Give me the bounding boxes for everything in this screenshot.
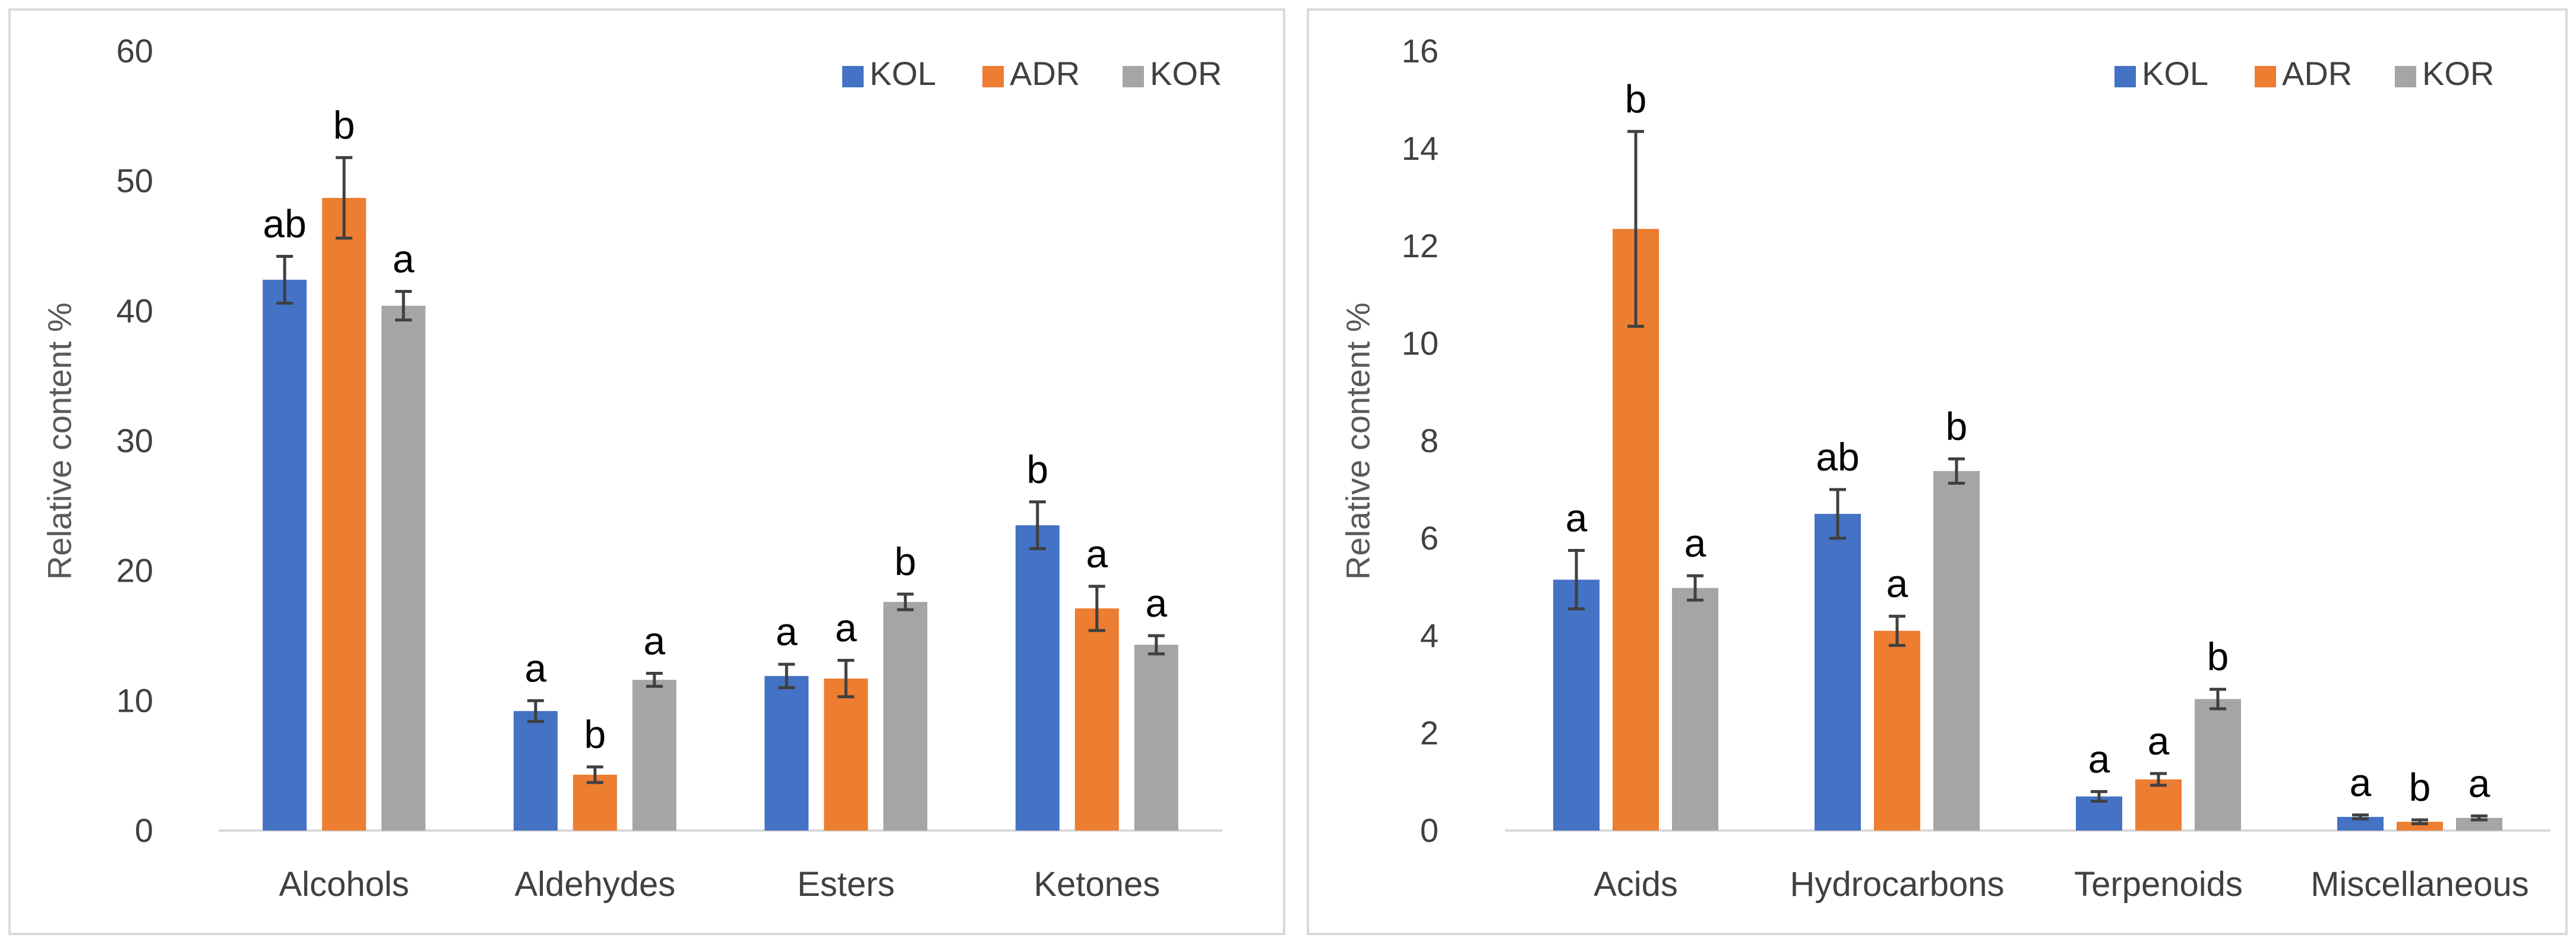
right-significance-letter: a xyxy=(1566,496,1588,540)
left-bar-kor xyxy=(1134,645,1178,831)
right-bar-kol xyxy=(1553,579,1600,831)
right-bar-adr xyxy=(1613,229,1659,831)
right-significance-letter: a xyxy=(1886,561,1908,605)
left-y-tick-label: 20 xyxy=(116,552,153,589)
y-axis-title-right: Relative content % xyxy=(1339,302,1377,580)
right-bar-kor xyxy=(2456,817,2502,831)
right-y-tick-label: 12 xyxy=(1402,227,1439,264)
left-bar-kol xyxy=(1015,525,1060,831)
right-y-tick-label: 14 xyxy=(1402,130,1439,167)
y-axis-title-left: Relative content % xyxy=(40,302,78,580)
left-legend-swatch-kol xyxy=(842,66,864,87)
left-bar-adr xyxy=(322,198,366,831)
chart-right-svg: 0246810121416AcidsabaHydrocarbonsababTer… xyxy=(1402,32,2550,904)
right-significance-letter: b xyxy=(2409,765,2431,809)
right-bar-adr xyxy=(2135,779,2182,831)
left-significance-letter: a xyxy=(643,618,665,662)
right-bar-kor xyxy=(2195,699,2241,831)
right-category-label: Acids xyxy=(1594,865,1678,904)
right-bar-kol xyxy=(2337,817,2384,831)
left-significance-letter: a xyxy=(393,237,415,281)
left-legend-label-adr: ADR xyxy=(1010,55,1080,92)
left-category-label: Ketones xyxy=(1033,865,1160,904)
left-significance-letter: ab xyxy=(263,201,306,245)
right-category-label: Hydrocarbons xyxy=(1790,865,2004,904)
right-bar-kor xyxy=(1933,471,1980,831)
right-significance-letter: b xyxy=(2207,635,2229,678)
right-bar-kol xyxy=(1815,514,1861,831)
right-significance-letter: a xyxy=(2468,761,2490,805)
right-y-tick-label: 4 xyxy=(1420,617,1439,654)
right-y-tick-label: 10 xyxy=(1402,324,1439,362)
left-bar-kol xyxy=(513,711,558,831)
left-y-tick-label: 60 xyxy=(116,32,153,70)
right-bar-adr xyxy=(2397,822,2443,831)
right-legend-swatch-kor xyxy=(2395,66,2416,87)
right-significance-letter: a xyxy=(1684,521,1706,565)
left-significance-letter: b xyxy=(584,712,606,756)
right-bar-kor xyxy=(1672,588,1718,831)
left-significance-letter: b xyxy=(1026,447,1048,491)
left-bar-adr xyxy=(824,678,868,831)
right-y-tick-label: 6 xyxy=(1420,519,1439,557)
left-bar-kor xyxy=(632,680,677,831)
left-significance-letter: a xyxy=(1145,581,1167,625)
right-legend-label-adr: ADR xyxy=(2282,55,2352,92)
left-category-label: Alcohols xyxy=(279,865,409,904)
right-y-tick-label: 0 xyxy=(1420,812,1439,849)
right-y-tick-label: 8 xyxy=(1420,422,1439,459)
chart-panel-right: 0 2 4 6 8 10 12 14 16 Acids a b a Hydrocarbons ab a b Ter… xyxy=(1307,8,2568,935)
right-significance-letter: b xyxy=(1625,77,1647,121)
left-category-label: Esters xyxy=(797,865,895,904)
left-legend-swatch-kor xyxy=(1123,66,1144,87)
left-bar-kol xyxy=(263,279,307,831)
right-category-label: Miscellaneous xyxy=(2311,865,2529,904)
right-y-tick-label: 16 xyxy=(1402,32,1439,70)
left-significance-letter: a xyxy=(524,646,546,690)
left-y-tick-label: 10 xyxy=(116,681,153,719)
left-legend-label-kor: KOR xyxy=(1150,55,1222,92)
left-significance-letter: a xyxy=(776,610,798,654)
right-significance-letter: b xyxy=(1946,404,1968,448)
right-legend-label-kol: KOL xyxy=(2142,55,2208,92)
left-significance-letter: b xyxy=(895,539,916,583)
left-y-tick-label: 40 xyxy=(116,292,153,329)
chart-panel-left: 0 10 20 30 40 50 60 Alcohols ab b a Aldehydes a b a Est… xyxy=(8,8,1285,935)
right-category-label: Terpenoids xyxy=(2074,865,2243,904)
right-significance-letter: ab xyxy=(1816,435,1859,479)
left-significance-letter: b xyxy=(333,103,355,147)
right-legend-swatch-kol xyxy=(2114,66,2136,87)
left-bar-kol xyxy=(764,675,809,831)
left-significance-letter: a xyxy=(835,606,857,650)
right-legend-label-kor: KOR xyxy=(2422,55,2494,92)
left-legend-label-kol: KOL xyxy=(870,55,936,92)
right-significance-letter: a xyxy=(2088,737,2110,781)
right-significance-letter: a xyxy=(2148,719,2170,763)
left-significance-letter: a xyxy=(1086,532,1108,576)
right-y-tick-label: 2 xyxy=(1420,714,1439,752)
left-bar-adr xyxy=(1074,608,1119,831)
left-y-tick-label: 50 xyxy=(116,162,153,200)
left-y-tick-label: 0 xyxy=(135,812,153,849)
right-bar-adr xyxy=(1874,630,1920,831)
left-bar-kor xyxy=(883,602,928,831)
left-y-tick-label: 30 xyxy=(116,422,153,459)
left-bar-kor xyxy=(381,305,426,831)
right-legend-swatch-adr xyxy=(2255,66,2276,87)
left-bar-adr xyxy=(573,774,617,831)
left-legend-swatch-adr xyxy=(982,66,1004,87)
chart-left-svg: 0102030405060AlcoholsabbaAldehydesabaEst… xyxy=(116,32,1222,904)
right-significance-letter: a xyxy=(2350,760,2372,804)
left-category-label: Aldehydes xyxy=(514,865,675,904)
